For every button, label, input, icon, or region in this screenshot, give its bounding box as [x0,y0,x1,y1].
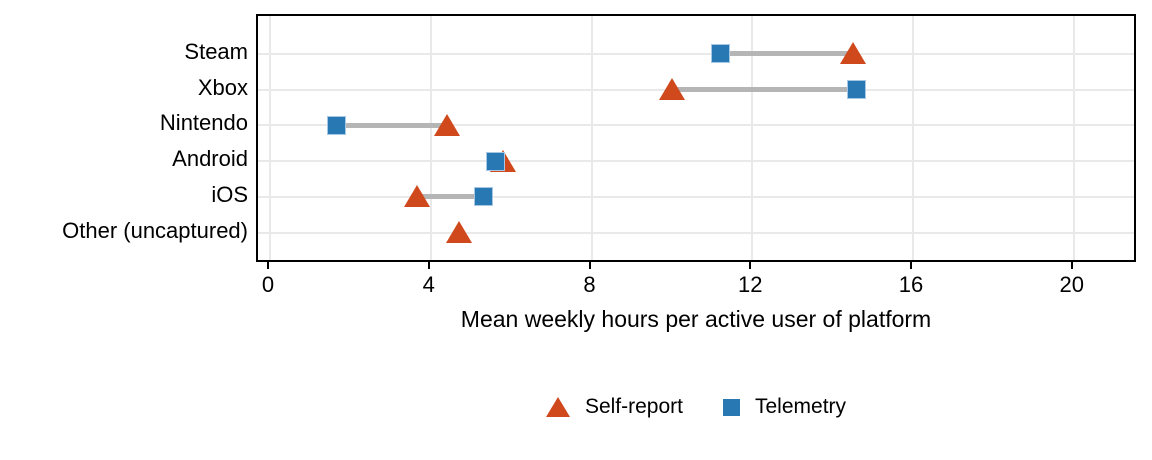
category-label: Xbox [197,74,248,100]
plot-area [256,14,1136,262]
telemetry-marker [847,80,867,99]
category-label: Android [172,146,248,172]
legend-marker-triangle [545,397,570,417]
x-tick-label: 12 [737,272,763,297]
x-tick-label: 4 [422,272,435,297]
x-tick-label: 8 [583,272,596,297]
gridline-vertical [429,16,432,260]
x-tick-label: 16 [898,272,924,297]
gridline-horizontal [258,124,1134,127]
x-tick-mark [267,262,270,269]
connector-line [336,122,447,128]
gridline-horizontal [258,195,1134,198]
x-tick-mark [1070,262,1073,269]
telemetry-marker [710,44,730,64]
gridline-vertical [911,16,914,260]
telemetry-marker [485,151,505,171]
legend-label: Self-report [584,395,683,418]
self-report-marker [445,221,472,244]
telemetry-marker [326,115,346,135]
category-label: Steam [184,38,248,64]
x-tick-mark [909,262,912,269]
gridline-vertical [269,16,272,260]
connector-line [416,194,484,200]
gridline-vertical [590,16,593,260]
legend-marker-square [723,398,740,416]
category-label: Other (uncaptured) [62,217,248,243]
connector-line [720,51,853,57]
telemetry-marker [473,187,493,207]
self-report-marker [658,78,685,100]
self-report-marker [839,42,866,65]
gridline-horizontal [258,52,1134,55]
x-axis-title: Mean weekly hours per active user of pla… [460,306,932,332]
gridline-vertical [751,16,754,260]
x-tick-mark [427,262,430,269]
legend-item: Self-report [545,395,683,419]
legend-label: Telemetry [755,395,847,418]
x-tick-label: 20 [1059,272,1084,297]
category-label: Nintendo [159,110,248,136]
gridline-vertical [1072,16,1075,260]
x-tick-mark [588,262,591,269]
connector-line [671,87,857,92]
x-tick-mark [749,262,752,269]
self-report-marker [433,113,460,136]
legend: Self-report Telemetry [256,390,1136,424]
gridline-horizontal [258,231,1134,234]
self-report-marker [403,185,430,208]
legend-item: Telemetry [723,395,846,419]
gridline-horizontal [258,160,1134,163]
category-label: iOS [211,181,248,207]
x-tick-label: 0 [261,272,275,297]
